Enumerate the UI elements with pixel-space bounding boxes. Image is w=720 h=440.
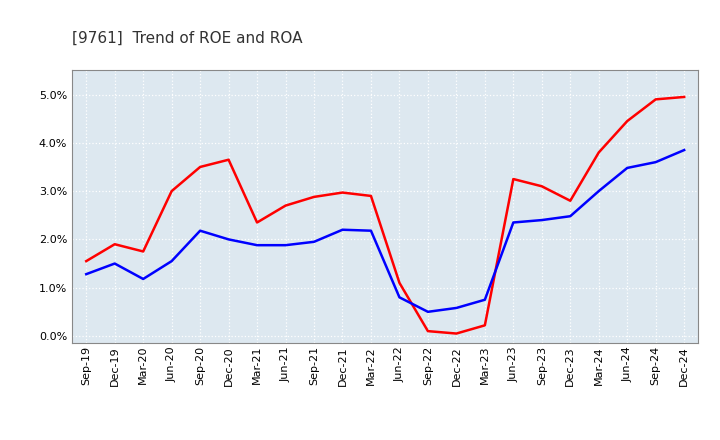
ROE <box>167 188 176 194</box>
ROA <box>139 276 148 282</box>
ROA <box>595 188 603 194</box>
ROE <box>225 157 233 162</box>
ROA <box>110 261 119 266</box>
ROA <box>366 228 375 233</box>
ROA <box>423 309 432 315</box>
ROE <box>623 118 631 124</box>
Text: [9761]  Trend of ROE and ROA: [9761] Trend of ROE and ROA <box>72 31 302 46</box>
ROE <box>196 164 204 169</box>
ROA <box>225 237 233 242</box>
ROA <box>395 295 404 300</box>
ROE <box>82 258 91 264</box>
ROE <box>652 97 660 102</box>
ROE <box>110 242 119 247</box>
ROE <box>509 176 518 182</box>
ROA <box>537 217 546 223</box>
ROE <box>680 94 688 99</box>
ROE <box>395 280 404 286</box>
ROA <box>652 159 660 165</box>
ROA <box>310 239 318 245</box>
ROE <box>139 249 148 254</box>
Line: ROA: ROA <box>86 150 684 312</box>
ROE <box>282 203 290 208</box>
ROE <box>566 198 575 203</box>
ROA <box>452 305 461 311</box>
ROA <box>82 271 91 277</box>
ROA <box>480 297 489 302</box>
ROE <box>366 193 375 198</box>
ROE <box>537 183 546 189</box>
ROE <box>595 150 603 155</box>
ROE <box>253 220 261 225</box>
Line: ROE: ROE <box>86 97 684 334</box>
ROE <box>452 331 461 336</box>
ROA <box>253 242 261 248</box>
ROA <box>167 258 176 264</box>
ROA <box>680 147 688 153</box>
ROA <box>338 227 347 232</box>
ROE <box>480 323 489 328</box>
ROA <box>566 213 575 219</box>
ROE <box>423 329 432 334</box>
ROE <box>338 190 347 195</box>
ROE <box>310 194 318 200</box>
ROA <box>196 228 204 233</box>
ROA <box>509 220 518 225</box>
ROA <box>282 242 290 248</box>
ROA <box>623 165 631 171</box>
